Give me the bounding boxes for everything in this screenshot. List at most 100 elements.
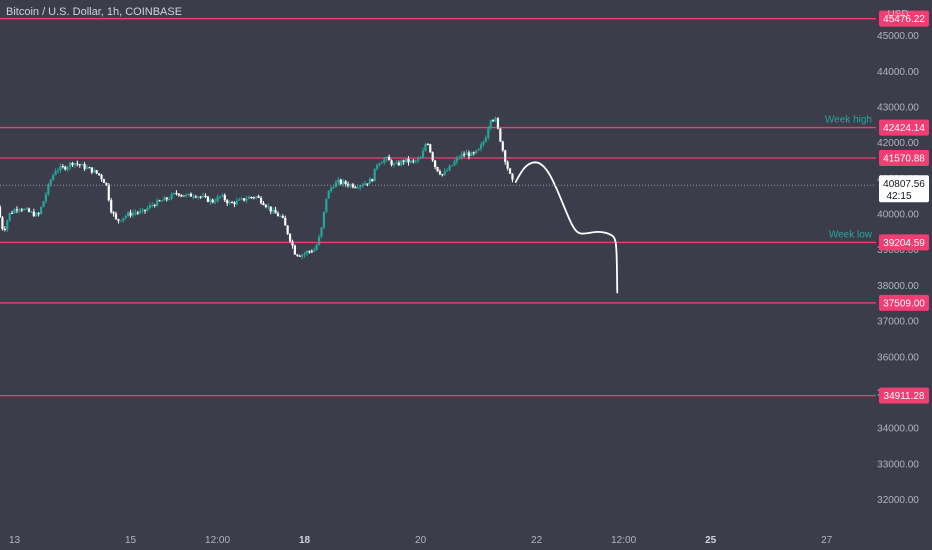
candle-body-155 xyxy=(373,168,376,182)
candle-body-64 xyxy=(153,205,156,207)
candle-body-136 xyxy=(327,190,330,199)
candle-body-134 xyxy=(322,211,326,228)
x-tick-label-1: 15 xyxy=(125,535,137,546)
candle-body-85 xyxy=(204,195,207,197)
level-badge-1[interactable] xyxy=(879,119,929,136)
candle-body-84 xyxy=(201,195,205,197)
level-badge-label-0: 45476.22 xyxy=(883,14,925,25)
candle-body-27 xyxy=(64,166,67,170)
candle-body-100 xyxy=(240,198,243,200)
candle-body-98 xyxy=(235,200,238,205)
y-tick-label-5: 37000.00 xyxy=(877,317,919,328)
candle-body-36 xyxy=(85,167,89,169)
candle-body-33 xyxy=(78,164,81,166)
y-tick-label-0: 32000.00 xyxy=(877,495,919,506)
candle-body-76 xyxy=(182,195,185,197)
candle-body-83 xyxy=(199,196,202,198)
candle-body-91 xyxy=(218,196,222,198)
candle-body-95 xyxy=(228,202,231,204)
candle-body-5 xyxy=(10,212,14,214)
candle-body-35 xyxy=(83,164,86,169)
candle-body-193 xyxy=(465,152,468,155)
candle-body-92 xyxy=(221,195,224,197)
level-badge-4[interactable] xyxy=(879,294,929,311)
candle-body-197 xyxy=(475,150,478,154)
candles xyxy=(0,116,514,260)
candle-body-38 xyxy=(90,167,93,173)
candle-body-62 xyxy=(148,205,151,209)
candle-body-124 xyxy=(298,255,301,257)
candle-body-93 xyxy=(223,195,226,201)
candle-body-55 xyxy=(131,212,135,216)
candle-body-14 xyxy=(32,211,35,217)
candle-body-142 xyxy=(342,181,345,184)
candle-body-102 xyxy=(245,198,248,201)
candle-body-51 xyxy=(122,218,125,221)
candle-body-19 xyxy=(44,194,48,202)
y-tick-label-7: 39000.00 xyxy=(877,245,919,256)
candle-body-73 xyxy=(175,193,178,195)
current-price-badge[interactable] xyxy=(879,175,929,203)
candle-body-78 xyxy=(187,193,190,196)
candle-body-206 xyxy=(496,118,500,129)
level-badge-label-4: 37509.00 xyxy=(883,298,925,309)
candle-body-153 xyxy=(368,179,371,184)
level-badges: 45476.22 42424.14 41570.88 39204.59 37509.00… xyxy=(879,10,929,404)
candle-body-82 xyxy=(197,196,200,198)
candle-body-191 xyxy=(460,154,463,158)
candle-body-23 xyxy=(54,170,57,175)
candle-body-192 xyxy=(463,154,466,156)
candle-body-105 xyxy=(252,197,255,199)
countdown-label: 42:15 xyxy=(886,191,911,202)
x-tick-label-2: 12:00 xyxy=(205,535,230,546)
level-badge-0[interactable] xyxy=(879,10,929,27)
candle-body-137 xyxy=(330,187,333,191)
x-tick-label-3: 18 xyxy=(299,535,311,546)
time-axis-background xyxy=(0,528,932,550)
candle-body-42 xyxy=(100,174,103,180)
candle-body-34 xyxy=(81,164,84,166)
candle-body-198 xyxy=(477,148,480,151)
candle-body-212 xyxy=(511,173,514,180)
candle-body-202 xyxy=(487,128,490,138)
candle-body-119 xyxy=(286,225,289,234)
candle-body-32 xyxy=(76,163,79,165)
candle-body-13 xyxy=(30,211,33,213)
level-badge-label-2: 41570.88 xyxy=(883,154,925,165)
level-badge-3[interactable] xyxy=(879,234,929,251)
projection xyxy=(514,161,619,294)
candle-body-75 xyxy=(180,195,183,197)
candle-body-86 xyxy=(206,196,209,202)
candle-body-113 xyxy=(272,209,275,212)
candle-body-133 xyxy=(320,227,323,237)
candle-body-122 xyxy=(293,245,297,255)
level-badge-5[interactable] xyxy=(879,387,929,404)
candle-body-106 xyxy=(255,196,258,198)
candle-body-87 xyxy=(209,199,212,202)
candle-body-207 xyxy=(499,128,502,142)
candle-body-189 xyxy=(455,157,458,162)
candle-body-25 xyxy=(59,166,62,171)
y-tick-label-13: 45000.00 xyxy=(877,31,919,42)
candle-body-96 xyxy=(230,202,234,204)
time-axis: 13 15 12:00 18 20 22 12:00 25 27 xyxy=(9,535,833,546)
level-badge-2[interactable] xyxy=(879,150,929,167)
candle-body-67 xyxy=(160,200,164,202)
level-badge-label-5: 34911.28 xyxy=(884,391,925,402)
candle-body-205 xyxy=(494,118,497,121)
candle-body-6 xyxy=(13,209,16,213)
candle-body-10 xyxy=(23,208,26,211)
candle-body-3 xyxy=(6,220,9,230)
candle-body-58 xyxy=(139,210,142,213)
candle-body-0 xyxy=(0,206,2,218)
candle-body-183 xyxy=(441,174,444,176)
projection-path[interactable] xyxy=(514,161,619,294)
candle-body-149 xyxy=(359,185,362,188)
candle-body-97 xyxy=(233,202,236,205)
candle-body-31 xyxy=(73,163,77,166)
candle-body-152 xyxy=(366,183,369,185)
candle-body-200 xyxy=(482,141,485,145)
candle-body-114 xyxy=(274,209,277,214)
x-tick-label-0: 13 xyxy=(9,535,21,546)
